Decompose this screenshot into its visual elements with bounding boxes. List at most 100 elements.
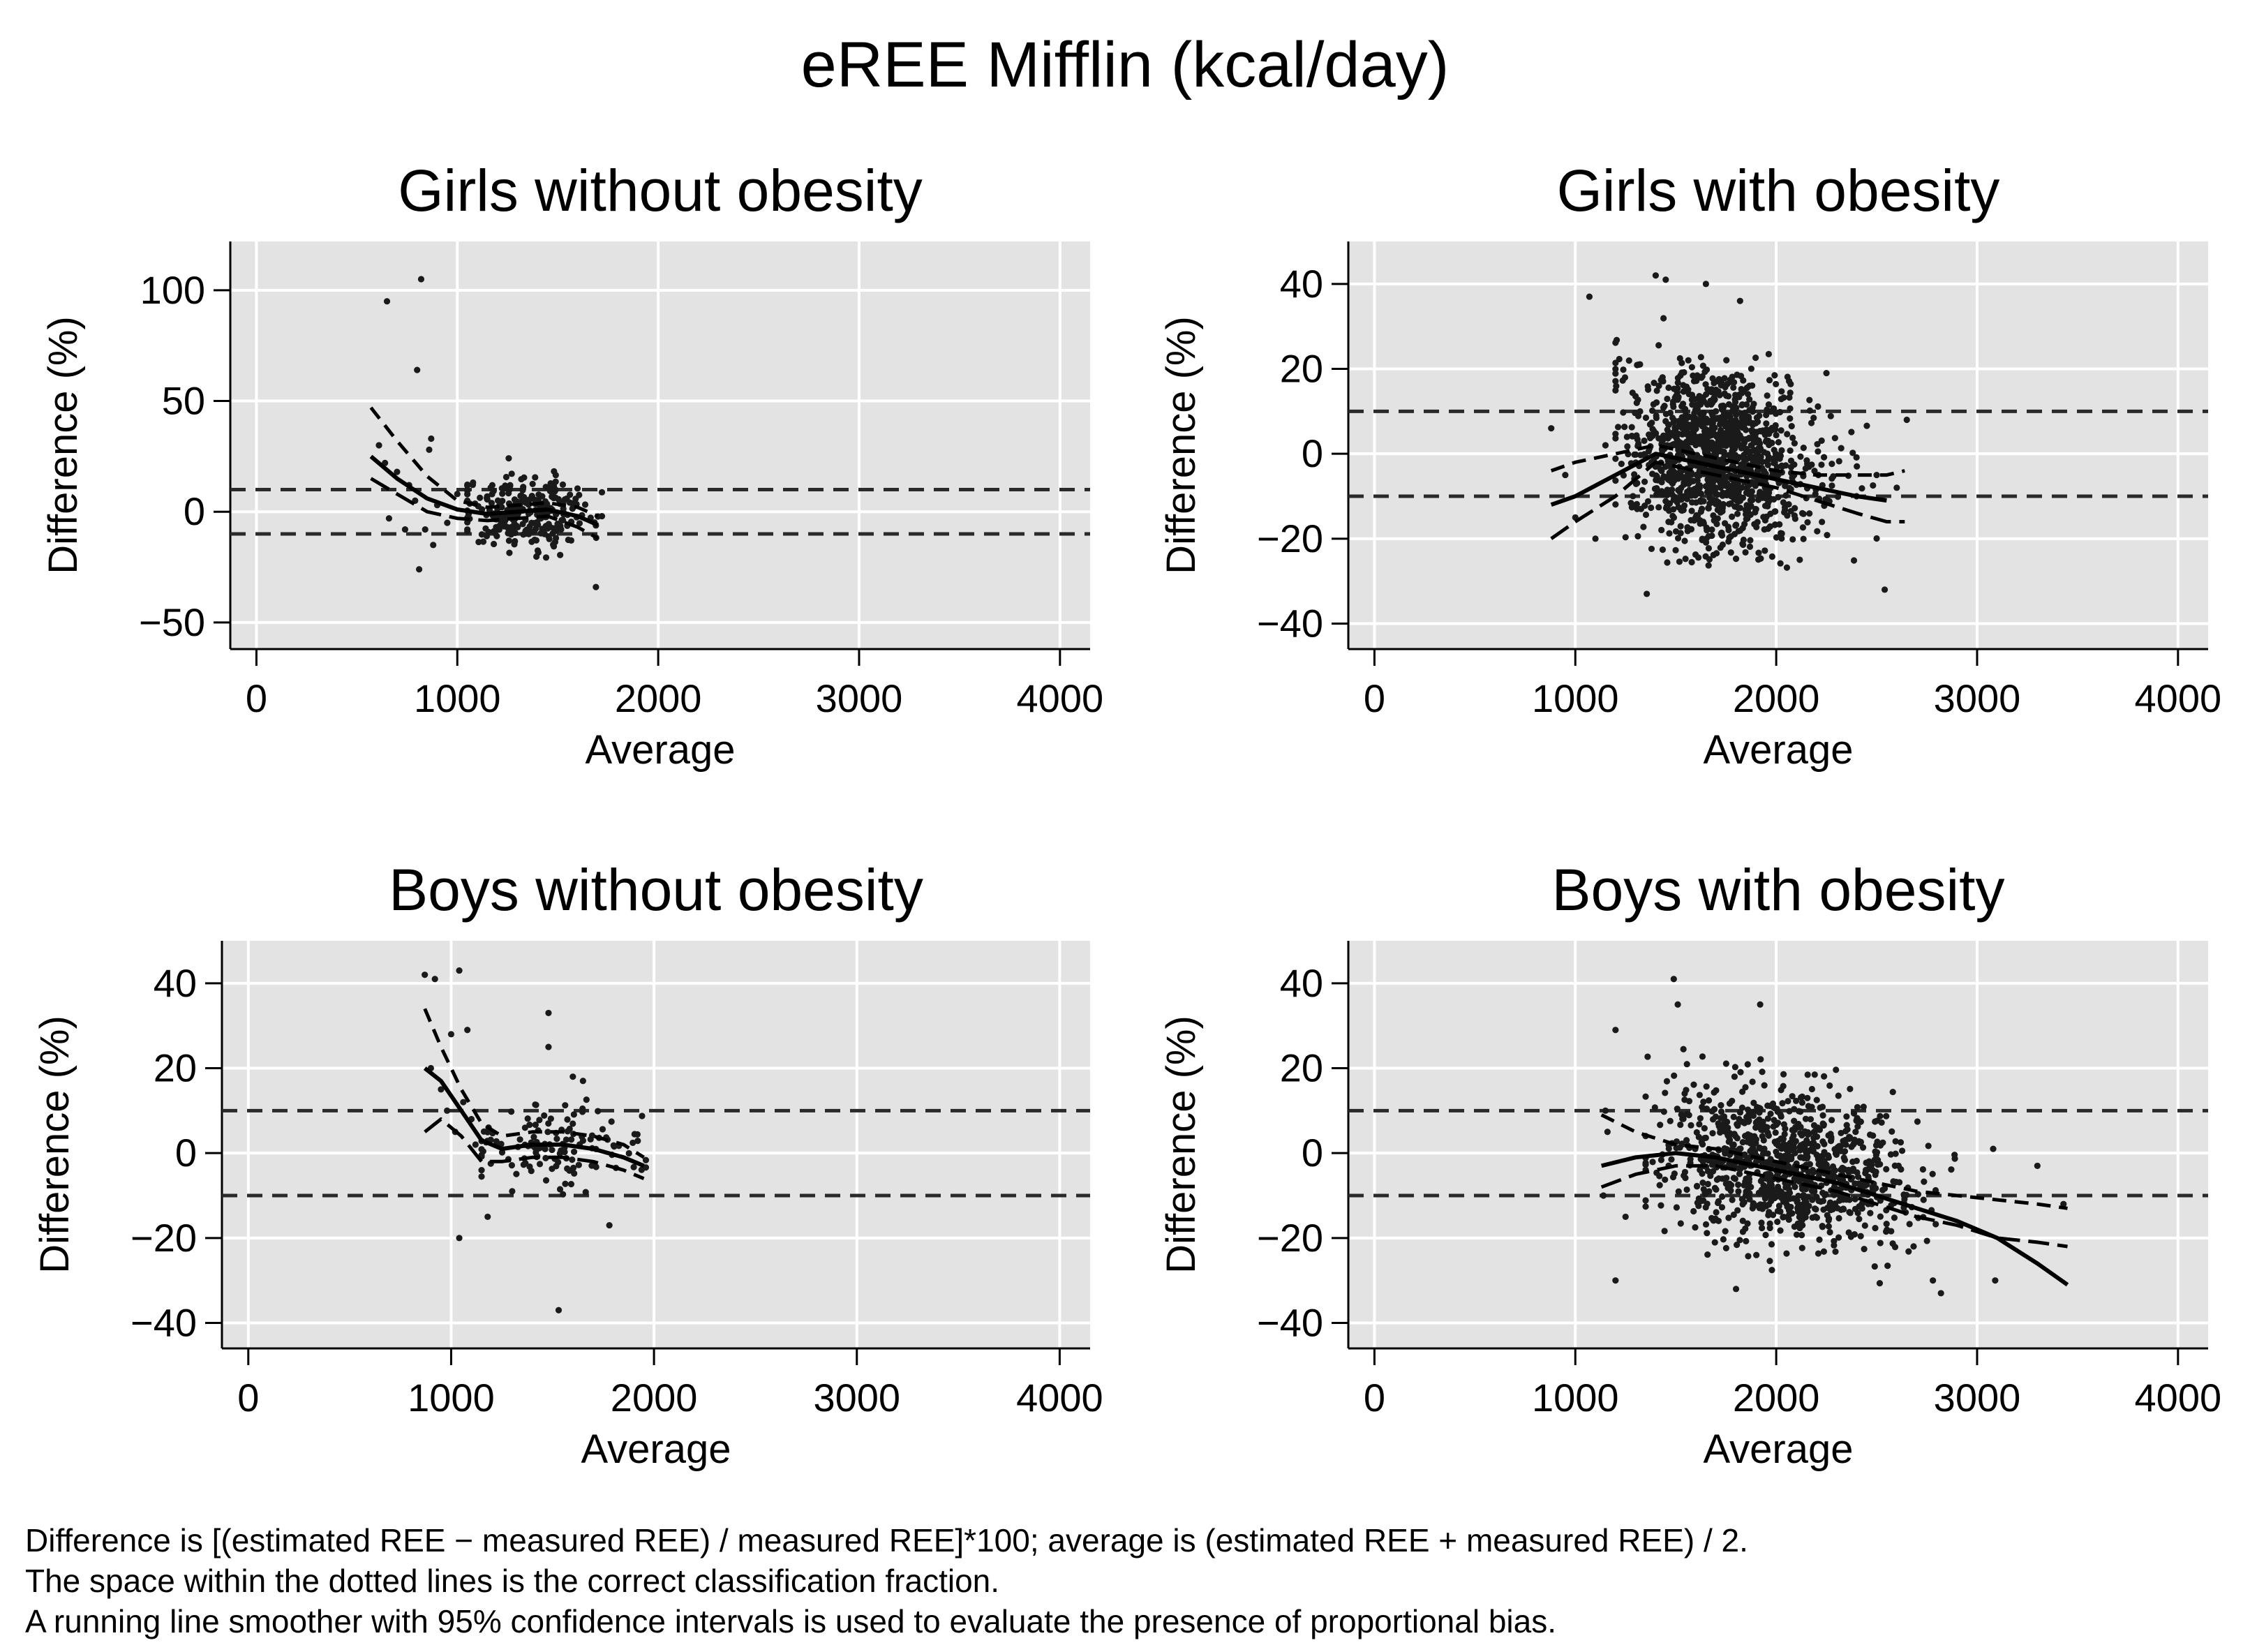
data-point <box>1619 377 1626 384</box>
data-point <box>1720 489 1727 496</box>
x-axis-label: Average <box>1704 1427 1854 1472</box>
data-point <box>1675 475 1682 482</box>
data-point <box>595 1108 602 1115</box>
data-point <box>1548 425 1555 432</box>
data-point <box>1766 1220 1773 1227</box>
data-point <box>519 485 527 492</box>
data-point <box>1835 1143 1843 1149</box>
data-point <box>1685 357 1692 364</box>
data-point <box>1729 513 1736 520</box>
data-point <box>1834 493 1842 500</box>
data-point <box>1807 1116 1815 1123</box>
data-point <box>1718 1102 1724 1109</box>
data-point <box>1791 440 1798 447</box>
data-point <box>1718 1115 1724 1122</box>
data-point <box>1677 1121 1684 1129</box>
data-point <box>1831 435 1838 442</box>
data-point <box>478 531 485 538</box>
data-point <box>1883 1166 1890 1173</box>
data-point <box>1694 452 1701 459</box>
data-point <box>1659 546 1667 553</box>
data-point <box>1711 476 1718 484</box>
data-point <box>638 1166 645 1173</box>
data-point <box>1741 439 1748 446</box>
data-point <box>1694 490 1701 498</box>
x-tick-label: 0 <box>237 1376 259 1420</box>
data-point <box>570 1164 577 1172</box>
y-tick-label: 0 <box>1302 431 1323 475</box>
data-point <box>1681 407 1688 414</box>
y-tick-label: −20 <box>1257 1216 1323 1260</box>
data-point <box>1734 371 1741 378</box>
data-point <box>1797 1094 1805 1101</box>
data-point <box>1708 440 1715 447</box>
data-point <box>1741 1199 1748 1206</box>
data-point <box>1766 497 1773 505</box>
data-point <box>1723 357 1730 364</box>
smoother-line <box>1600 1151 2069 1287</box>
data-point <box>1775 1203 1782 1210</box>
data-point <box>1586 293 1593 300</box>
data-point <box>1730 1113 1737 1120</box>
data-point <box>1737 1145 1744 1152</box>
data-point <box>1765 1175 1773 1182</box>
data-point <box>1771 372 1778 379</box>
data-point <box>394 468 401 475</box>
data-point <box>1655 435 1662 442</box>
data-point <box>1705 505 1712 512</box>
data-point <box>1800 510 1807 517</box>
x-axis-label: Average <box>586 727 736 773</box>
x-tick-label: 2000 <box>611 1376 698 1420</box>
data-point <box>1642 1197 1649 1204</box>
data-point <box>1649 470 1656 477</box>
data-point <box>1753 523 1760 530</box>
data-point <box>642 1156 650 1163</box>
x-tick-label: 0 <box>1364 1376 1385 1420</box>
data-point <box>1795 1120 1802 1128</box>
data-point <box>1748 1184 1754 1191</box>
data-point <box>1710 417 1717 424</box>
data-point <box>528 1168 535 1175</box>
data-point <box>1718 1108 1725 1115</box>
data-point <box>1714 445 1721 452</box>
data-point <box>536 1117 543 1124</box>
data-point <box>1877 1113 1884 1119</box>
data-point <box>1637 361 1644 368</box>
data-point <box>1621 424 1628 431</box>
data-point <box>1828 1133 1835 1140</box>
data-point <box>1612 477 1619 484</box>
data-point <box>1819 1198 1827 1205</box>
data-point <box>506 549 513 556</box>
data-point <box>1778 535 1785 542</box>
data-point <box>1720 405 1727 413</box>
data-point <box>1645 448 1652 455</box>
data-point <box>1854 1169 1861 1176</box>
data-point <box>1661 1228 1668 1235</box>
data-point <box>1714 1159 1721 1166</box>
data-point <box>1656 1182 1663 1189</box>
data-point <box>1833 1151 1840 1158</box>
data-point <box>1780 1214 1787 1221</box>
y-tick-label: 20 <box>154 1046 197 1090</box>
data-point <box>1889 1088 1896 1096</box>
data-point <box>1777 560 1784 567</box>
y-tick-label: −50 <box>139 600 205 644</box>
panel-title: Boys with obesity <box>1552 857 2005 923</box>
data-point <box>1896 1179 1903 1186</box>
data-point <box>1854 1115 1861 1122</box>
data-point <box>1778 388 1785 395</box>
data-point <box>562 1102 569 1109</box>
data-point <box>524 1115 531 1122</box>
data-point <box>559 481 567 489</box>
data-point <box>484 1129 491 1136</box>
data-point <box>1676 1144 1683 1151</box>
data-point <box>1708 1108 1715 1115</box>
data-point <box>562 1136 570 1143</box>
data-point <box>1740 422 1747 429</box>
data-point <box>1798 1232 1805 1239</box>
data-point <box>558 526 565 533</box>
data-point <box>1871 1156 1878 1163</box>
data-point <box>1738 445 1745 452</box>
data-point <box>1795 1192 1802 1200</box>
data-point <box>1783 564 1791 571</box>
